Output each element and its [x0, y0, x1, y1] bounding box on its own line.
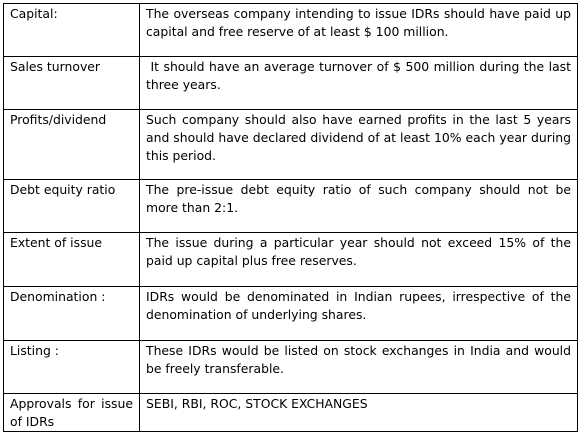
criterion-label: Debt equity ratio: [3, 179, 140, 233]
table-row: Approvals for issue of IDRs SEBI, RBI, R…: [3, 393, 578, 432]
table-row: Listing : These IDRs would be listed on …: [3, 340, 578, 394]
table-row: Sales turnover It should have an average…: [3, 56, 578, 110]
criterion-label: Approvals for issue of IDRs: [3, 393, 140, 432]
criterion-description: The issue during a particular year shoul…: [139, 232, 578, 287]
criterion-description: These IDRs would be listed on stock exch…: [139, 340, 578, 394]
criterion-label: Capital:: [3, 3, 140, 57]
table-row: Profits/dividend Such company should als…: [3, 109, 578, 180]
criterion-label: Profits/dividend: [3, 109, 140, 180]
criterion-description: It should have an average turnover of $ …: [139, 56, 578, 110]
criterion-description: The pre-issue debt equity ratio of such …: [139, 179, 578, 233]
criterion-description: IDRs would be denominated in Indian rupe…: [139, 286, 578, 341]
table-row: Capital: The overseas company intending …: [3, 3, 578, 57]
table-row: Denomination : IDRs would be denominated…: [3, 286, 578, 341]
table-row: Debt equity ratio The pre-issue debt equ…: [3, 179, 578, 233]
table-row: Extent of issue The issue during a parti…: [3, 232, 578, 287]
idr-eligibility-table: Capital: The overseas company intending …: [3, 3, 578, 432]
criterion-description: SEBI, RBI, ROC, STOCK EXCHANGES: [139, 393, 578, 432]
criterion-description: Such company should also have earned pro…: [139, 109, 578, 180]
criterion-label: Denomination :: [3, 286, 140, 341]
criterion-label: Listing :: [3, 340, 140, 394]
criterion-description: The overseas company intending to issue …: [139, 3, 578, 57]
criterion-label: Extent of issue: [3, 232, 140, 287]
criterion-label: Sales turnover: [3, 56, 140, 110]
